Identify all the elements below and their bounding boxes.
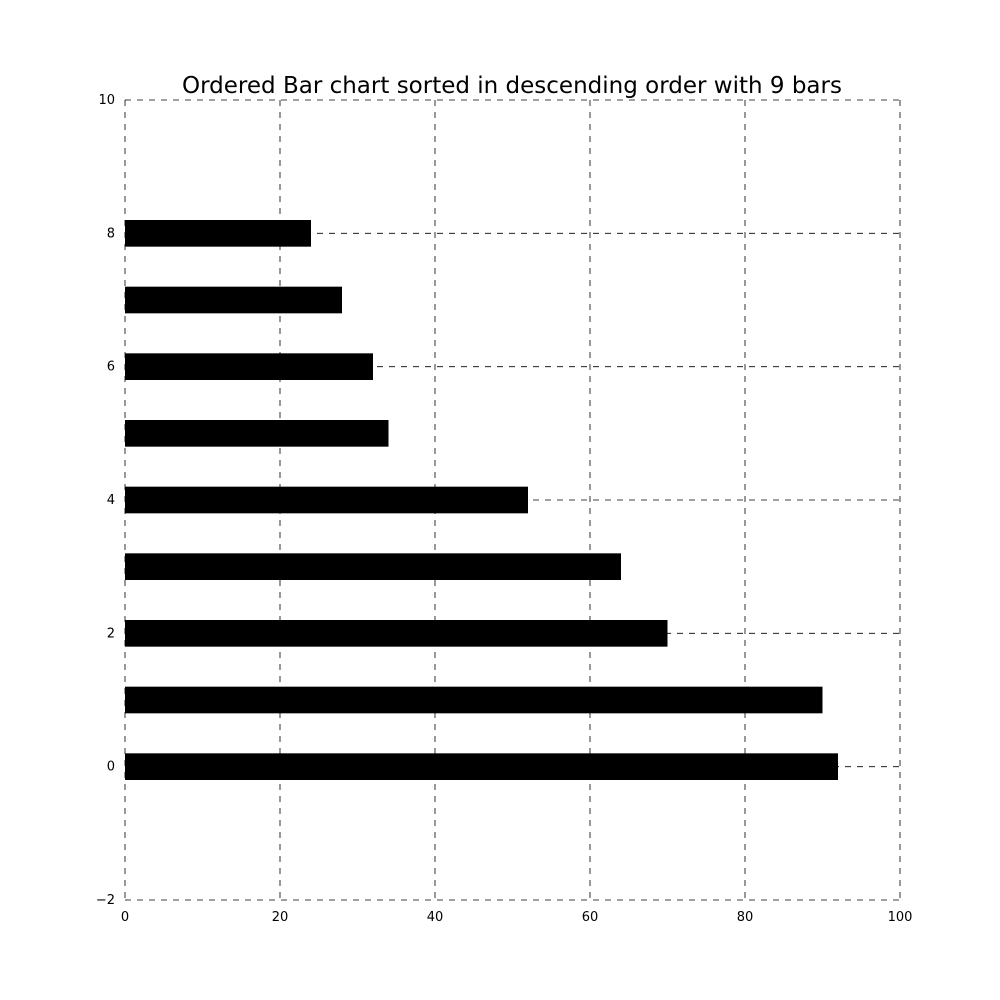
x-tick-label: 0: [121, 910, 129, 925]
y-tick-label: 8: [107, 226, 115, 241]
bar: [125, 220, 311, 247]
x-axis-ticks: 0 20 40 60 80 100: [121, 910, 913, 925]
bar: [125, 420, 389, 447]
bars-layer: [125, 220, 838, 780]
bar: [125, 686, 823, 714]
chart-title: Ordered Bar chart sorted in descending o…: [182, 73, 842, 99]
y-tick-label: 2: [107, 626, 115, 641]
y-tick-label: 10: [98, 93, 115, 108]
x-tick-label: 80: [737, 910, 754, 925]
bar: [125, 553, 621, 580]
y-tick-label: 0: [107, 760, 115, 775]
bar: [125, 486, 528, 514]
x-tick-label: 60: [582, 910, 599, 925]
bar: [125, 286, 342, 314]
y-tick-label: 4: [107, 493, 115, 508]
x-tick-label: 20: [272, 910, 289, 925]
bar: [125, 353, 373, 380]
bar: [125, 620, 668, 647]
y-axis-ticks: −2 0 2 4 6 8 10: [96, 93, 115, 908]
x-tick-label: 40: [427, 910, 444, 925]
y-tick-label: −2: [96, 893, 115, 908]
bar: [125, 753, 838, 780]
x-tick-label: 100: [888, 910, 913, 925]
y-tick-label: 6: [107, 360, 115, 375]
